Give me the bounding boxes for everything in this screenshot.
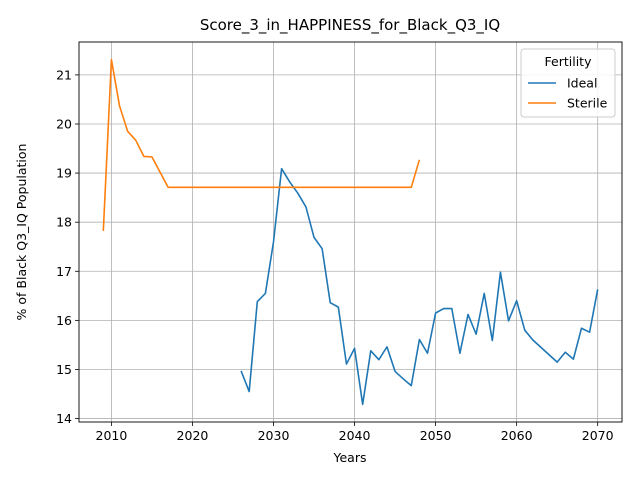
y-axis: 14 15 16 17 18 19 20 21: [56, 67, 79, 426]
y-tick-label: 14: [56, 411, 72, 426]
x-axis-label: Years: [333, 450, 367, 465]
legend-label-ideal: Ideal: [567, 76, 597, 91]
x-tick-label: 2020: [177, 428, 209, 443]
y-tick-label: 21: [56, 67, 72, 82]
x-tick-label: 2070: [582, 428, 614, 443]
legend-label-sterile: Sterile: [567, 96, 608, 111]
legend-box: [520, 48, 616, 118]
series-line-ideal: [240, 167, 599, 406]
y-tick-label: 16: [56, 313, 72, 328]
x-tick-label: 2050: [420, 428, 452, 443]
y-tick-label: 15: [56, 362, 72, 377]
legend: Fertility Ideal Sterile: [520, 48, 616, 118]
y-tick-label: 20: [56, 116, 72, 131]
y-tick-label: 17: [56, 264, 72, 279]
x-tick-label: 2030: [258, 428, 290, 443]
plot-frame: [78, 41, 623, 423]
series-line-sterile: [102, 58, 421, 232]
y-axis-label: % of Black Q3_IQ Population: [14, 144, 29, 321]
y-tick-label: 19: [56, 166, 72, 181]
legend-title: Fertility: [545, 54, 593, 69]
x-tick-label: 2010: [96, 428, 128, 443]
x-tick-label: 2060: [501, 428, 533, 443]
chart-title: Score_3_in_HAPPINESS_for_Black_Q3_IQ: [200, 16, 500, 35]
x-tick-label: 2040: [339, 428, 371, 443]
y-tick-label: 18: [56, 215, 72, 230]
grid-lines: [79, 42, 622, 422]
series-layer: [102, 58, 599, 406]
x-axis: 2010 2020 2030 2040 2050 2060 2070: [96, 422, 614, 443]
